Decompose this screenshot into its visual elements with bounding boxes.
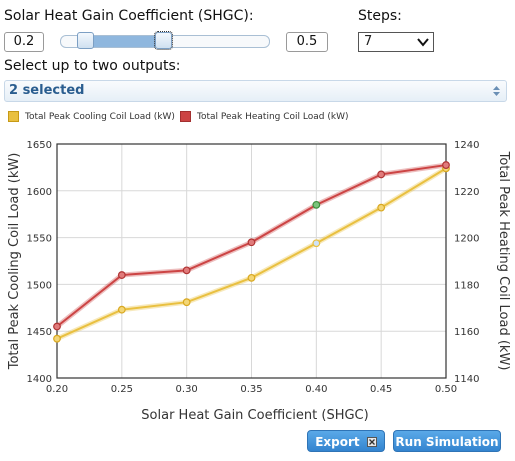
legend-item-cooling[interactable]: Total Peak Cooling Coil Load (kW) <box>8 111 175 122</box>
data-point-cooling[interactable] <box>53 334 61 343</box>
outputs-label: Select up to two outputs: <box>4 58 181 74</box>
y-tick-label-left: 1400 <box>27 374 52 385</box>
export-label: Export <box>315 435 360 449</box>
y-tick-label-right: 1160 <box>454 327 479 338</box>
series-layer <box>53 161 450 343</box>
steps-select[interactable]: 7 <box>358 32 434 52</box>
legend-swatch-cooling <box>8 111 19 122</box>
outputs-selected-text: 2 selected <box>9 83 85 98</box>
steps-value: 7 <box>364 34 373 49</box>
range-min-input[interactable]: 0.2 <box>4 32 44 52</box>
y-tick-label-right: 1240 <box>454 140 479 151</box>
x-tick-label: 0.25 <box>111 384 133 395</box>
legend-swatch-heating <box>180 111 191 122</box>
steps-label: Steps: <box>358 8 402 24</box>
data-point-heating[interactable] <box>442 161 450 169</box>
y-tick-label-left: 1550 <box>27 234 52 245</box>
range-slider-max-handle[interactable] <box>154 31 173 50</box>
data-point-cooling[interactable] <box>312 239 321 248</box>
export-icon <box>366 437 377 447</box>
data-point-heating[interactable] <box>247 238 256 247</box>
x-tick-label: 0.50 <box>435 384 457 395</box>
y-tick-label-left: 1500 <box>27 280 52 291</box>
x-tick-label: 0.35 <box>240 384 262 395</box>
chevron-down-icon <box>417 38 429 47</box>
data-point-heating[interactable] <box>117 271 126 279</box>
y-axis-label-right: Total Peak Heating Coil Load (kW) <box>496 151 511 371</box>
y-tick-label-right: 1200 <box>454 234 479 245</box>
x-tick-label: 0.20 <box>46 384 68 395</box>
y-tick-label-left: 1450 <box>27 327 52 338</box>
chart-grid <box>56 143 447 379</box>
data-point-cooling[interactable] <box>117 305 126 314</box>
range-slider-min-handle[interactable] <box>77 32 94 49</box>
data-point-cooling[interactable] <box>182 298 191 307</box>
y-tick-label-right: 1140 <box>454 374 479 385</box>
x-axis-label: Solar Heat Gain Coefficient (SHGC) <box>141 408 368 423</box>
data-point-heating[interactable] <box>312 200 321 209</box>
x-tick-label: 0.45 <box>370 384 392 395</box>
run-simulation-button[interactable]: Run Simulation <box>393 430 501 452</box>
y-axis-label-left: Total Peak Cooling Coil Load (kW) <box>7 153 22 371</box>
data-point-cooling[interactable] <box>247 273 256 282</box>
tick-labels: 0.20 0.25 0.30 0.35 0.40 0.45 0.50 1650 1600 1550… <box>27 140 480 395</box>
export-button[interactable]: Export <box>307 430 385 452</box>
data-point-heating[interactable] <box>182 266 191 275</box>
y-tick-label-right: 1220 <box>454 187 479 198</box>
outputs-multiselect[interactable]: 2 selected <box>4 80 507 102</box>
x-tick-label: 0.40 <box>305 384 327 395</box>
y-tick-label-left: 1600 <box>27 187 52 198</box>
legend-item-heating[interactable]: Total Peak Heating Coil Load (kW) <box>180 111 348 122</box>
range-max-input[interactable]: 0.5 <box>286 32 328 52</box>
data-point-heating[interactable] <box>53 322 61 331</box>
legend-label-heating: Total Peak Heating Coil Load (kW) <box>197 112 349 122</box>
line-chart: 0.20 0.25 0.30 0.35 0.40 0.45 0.50 1650 1600 1550… <box>7 140 511 423</box>
plot-area-border <box>56 143 447 379</box>
legend-label-cooling: Total Peak Cooling Coil Load (kW) <box>25 112 175 122</box>
updown-arrows-icon <box>493 86 500 96</box>
y-tick-label-left: 1650 <box>27 140 52 151</box>
y-tick-label-right: 1180 <box>454 280 479 291</box>
range-slider-fill <box>85 36 163 47</box>
data-point-heating[interactable] <box>377 170 386 179</box>
x-tick-label: 0.30 <box>176 384 198 395</box>
data-point-cooling[interactable] <box>377 203 386 212</box>
shgc-label: Solar Heat Gain Coefficient (SHGC): <box>4 8 254 24</box>
